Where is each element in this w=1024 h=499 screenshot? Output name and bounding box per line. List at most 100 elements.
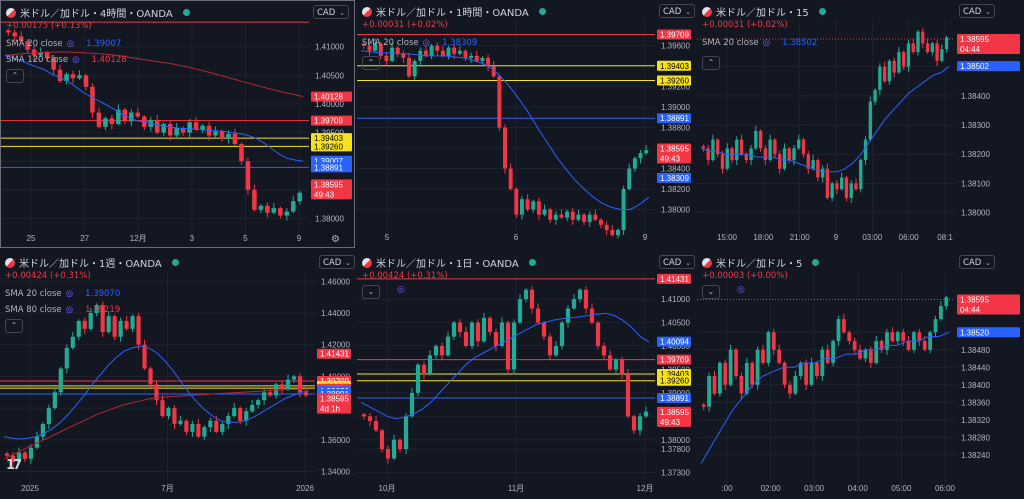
symbol-title[interactable]: 米ドル／加ドル・1時間・OANDA [376, 8, 529, 19]
chart-title[interactable]: 米ドル／加ドル・5 [702, 255, 820, 270]
chart-svg[interactable]: 1.460001.440001.420001.400001.380001.360… [0, 251, 355, 499]
indicator-settings-icon[interactable]: ◎ [65, 289, 74, 299]
candle-body [944, 37, 949, 50]
indicator-visibility-icon[interactable]: ◎ [397, 285, 405, 295]
chart-title[interactable]: 米ドル／加ドル・1時間・OANDA [362, 4, 546, 19]
indicator-row[interactable]: SMA 20 close ◎ 1.38309 [362, 38, 477, 48]
candle-body [77, 75, 82, 79]
y-tick-label: 1.38280 [961, 433, 990, 442]
candle-body [213, 131, 218, 136]
chart-title[interactable]: 米ドル／加ドル・1週・OANDA [5, 255, 179, 270]
chart-title[interactable]: 米ドル／加ドル・15 [702, 4, 826, 19]
candle-body [469, 322, 475, 346]
candle-body [798, 362, 803, 376]
candle-body [271, 208, 277, 213]
candle-body [761, 349, 765, 363]
candle-body [625, 374, 631, 417]
indicator-settings-icon[interactable]: ◎ [72, 55, 80, 65]
currency-select[interactable]: CAD ⌄ [959, 4, 995, 18]
svg-text:1.39260: 1.39260 [314, 142, 343, 151]
price-axis[interactable] [655, 0, 695, 248]
collapse-legend-button[interactable]: ⌃ [5, 319, 23, 333]
candle-body [166, 408, 171, 417]
currency-select[interactable]: CAD ⌄ [959, 255, 995, 269]
symbol-title[interactable]: 米ドル／加ドル・5 [716, 259, 803, 270]
y-tick-label: 1.36000 [321, 436, 350, 445]
candle-body [841, 319, 846, 333]
price-axis[interactable] [955, 251, 1024, 499]
chart-title[interactable]: 米ドル／加ドル・4時間・OANDA [6, 5, 190, 20]
x-tick-label: 7月 [161, 484, 173, 493]
candle-body [831, 341, 835, 363]
chart-svg[interactable]: 1.410001.405001.400001.395001.390001.385… [1, 1, 355, 248]
x-tick-label: 9 [297, 234, 302, 243]
collapse-legend-button[interactable]: ⌃ [702, 56, 720, 70]
x-tick-label: 6 [514, 233, 519, 242]
currency-select[interactable]: CAD ⌄ [659, 255, 695, 269]
candle-body [403, 416, 409, 450]
svg-text:1.41431: 1.41431 [660, 275, 689, 284]
currency-select[interactable]: CAD ⌄ [313, 5, 349, 19]
symbol-title[interactable]: 米ドル／加ドル・1日・OANDA [376, 259, 519, 270]
svg-text:1.38891: 1.38891 [314, 163, 343, 172]
symbol-title[interactable]: 米ドル／加ドル・1週・OANDA [19, 259, 162, 270]
svg-text:1.39709: 1.39709 [314, 117, 343, 126]
candle-body [435, 45, 440, 51]
candle-body [446, 47, 451, 56]
chart-panel-p5[interactable]: 1.410001.405001.400001.395001.390001.385… [357, 251, 695, 499]
chart-svg[interactable]: 1.410001.405001.400001.395001.390001.385… [357, 251, 695, 499]
candle-body [766, 332, 771, 363]
price-axis[interactable] [315, 251, 355, 499]
candle-body [487, 317, 493, 332]
chart-panel-p2[interactable]: 1.396001.394001.392001.390001.388001.386… [357, 0, 695, 248]
indicator-row[interactable]: SMA 120 close ◎ 1.40128 [6, 55, 127, 65]
chart-panel-p1[interactable]: 1.410001.405001.400001.395001.390001.385… [0, 0, 355, 248]
chart-title[interactable]: 米ドル／加ドル・1日・OANDA [362, 255, 536, 270]
chart-svg[interactable]: 1.385001.384001.383001.382001.381001.380… [697, 0, 1024, 248]
svg-text:1.38502: 1.38502 [960, 62, 989, 71]
candle-body [4, 453, 10, 456]
candle-body [40, 423, 45, 437]
candle-body [849, 183, 853, 198]
x-tick-label: 04:00 [848, 484, 869, 493]
currency-select[interactable]: CAD ⌄ [659, 4, 695, 18]
indicator-settings-icon[interactable]: ◎ [65, 305, 74, 315]
indicator-settings-icon[interactable]: ◎ [422, 38, 431, 48]
indicator-row[interactable]: SMA 20 close ◎ 1.38502 [702, 38, 817, 48]
candle-body [219, 131, 225, 139]
price-label: 1.39709 [657, 354, 691, 365]
indicator-settings-icon[interactable]: ◎ [762, 38, 771, 48]
collapse-legend-button[interactable]: ⌃ [6, 69, 24, 83]
x-tick-label: 5 [243, 234, 248, 243]
chart-svg[interactable]: 1.396001.394001.392001.390001.388001.386… [357, 0, 695, 248]
candle-body [631, 416, 637, 431]
chart-panel-p3[interactable]: 1.385001.384001.383001.382001.381001.380… [697, 0, 1024, 248]
collapse-legend-button[interactable]: ⌄ [702, 285, 720, 299]
candle-body [378, 43, 383, 56]
y-tick-label: 1.38300 [961, 121, 990, 130]
symbol-title[interactable]: 米ドル／加ドル・4時間・OANDA [20, 9, 173, 20]
svg-text:1.38891: 1.38891 [660, 394, 689, 403]
y-tick-label: 1.41000 [315, 43, 344, 52]
indicator-row[interactable]: SMA 20 close ◎ 1.39007 [6, 39, 121, 49]
chart-panel-p6[interactable]: 1.38520 1.38480 1.38440 1.38400 1.38360 1.383… [697, 251, 1024, 499]
svg-text:1.38595: 1.38595 [960, 295, 989, 304]
collapse-legend-button[interactable]: ⌃ [362, 56, 380, 70]
indicator-visibility-icon[interactable]: ◎ [737, 285, 745, 295]
candle-body [38, 52, 43, 56]
chart-panel-p4[interactable]: 1.460001.440001.420001.400001.380001.360… [0, 251, 355, 499]
symbol-title[interactable]: 米ドル／加ドル・15 [716, 8, 809, 19]
currency-select[interactable]: CAD ⌄ [319, 255, 355, 269]
candle-body [792, 148, 796, 160]
candle-body [637, 416, 643, 431]
candle-body [480, 57, 485, 61]
indicator-row[interactable]: SMA 80 close ◎ 1.39219 [5, 305, 120, 315]
chart-svg[interactable]: 1.38520 1.38480 1.38440 1.38400 1.38360 1.383… [697, 251, 1024, 499]
indicator-row[interactable]: SMA 20 close ◎ 1.39070 [5, 289, 120, 299]
collapse-legend-button[interactable]: ⌄ [362, 285, 380, 299]
settings-icon[interactable]: ⚙ [331, 234, 340, 245]
candle-body [429, 45, 434, 56]
indicator-settings-icon[interactable]: ◎ [66, 39, 75, 49]
y-tick-label: 1.38200 [661, 185, 690, 194]
